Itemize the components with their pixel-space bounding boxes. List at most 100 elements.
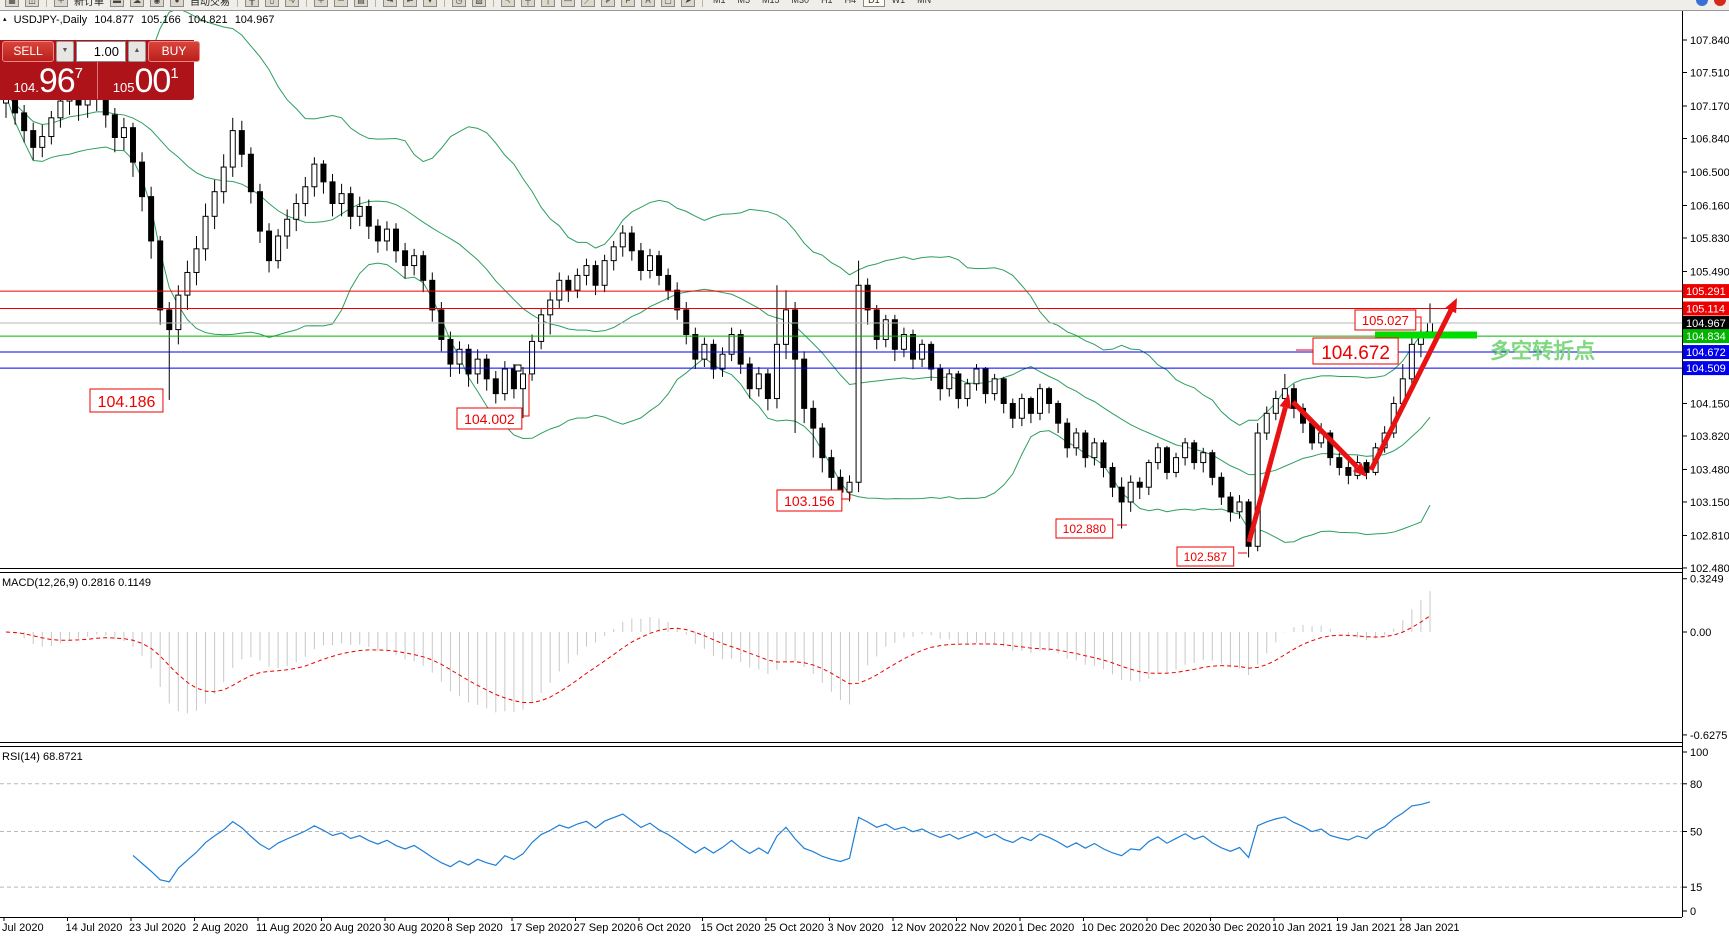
svg-text:3 Nov 2020: 3 Nov 2020 bbox=[828, 922, 884, 934]
chart-window-icon[interactable]: ▦ bbox=[5, 0, 19, 7]
object-marker-icon: ▴ bbox=[3, 16, 7, 23]
timeframe-m1[interactable]: M1 bbox=[713, 0, 726, 5]
svg-text:107.510: 107.510 bbox=[1690, 68, 1729, 80]
svg-text:105.830: 105.830 bbox=[1690, 233, 1729, 245]
volume-input[interactable] bbox=[76, 41, 126, 62]
notifications-icon[interactable] bbox=[1714, 0, 1726, 6]
volume-increase-button[interactable]: ▲ bbox=[128, 41, 146, 62]
price-axis[interactable]: 107.840 107.510 107.170 106.840 106.500 106.1… bbox=[1682, 35, 1729, 918]
svg-text:103.150: 103.150 bbox=[1690, 497, 1729, 509]
svg-text:28 Jan 2021: 28 Jan 2021 bbox=[1399, 922, 1460, 934]
bar-chart-icon[interactable]: ╫ bbox=[245, 0, 259, 7]
timeframe-h1[interactable]: H1 bbox=[821, 0, 833, 5]
svg-text:15 Oct 2020: 15 Oct 2020 bbox=[701, 922, 761, 934]
cursor-icon[interactable]: ↖ bbox=[501, 0, 515, 7]
auto-scroll-icon[interactable]: ⇥ bbox=[383, 0, 397, 7]
svg-text:104.150: 104.150 bbox=[1690, 398, 1729, 410]
gold-icon[interactable]: ▬ bbox=[110, 0, 124, 7]
text-icon[interactable]: A bbox=[641, 0, 655, 7]
svg-text:104.672: 104.672 bbox=[1686, 347, 1726, 359]
price-callouts[interactable]: 104.186 104.002 103.156 102.880 102.587 105.0… bbox=[89, 309, 1422, 567]
trend-arrows[interactable] bbox=[1246, 298, 1457, 543]
zoom-in-icon[interactable]: ＋ bbox=[314, 0, 328, 7]
signals-icon[interactable]: ◉ bbox=[150, 0, 164, 7]
sell-price[interactable]: 104.967 bbox=[0, 62, 97, 99]
one-click-trading-panel: SELL ▼ ▲ BUY 104.967 105001 bbox=[0, 40, 200, 100]
svg-text:100: 100 bbox=[1690, 747, 1708, 759]
cloud-icon[interactable]: ☁ bbox=[130, 0, 144, 7]
svg-text:14 Jul 2020: 14 Jul 2020 bbox=[66, 922, 123, 934]
symbol-period-label: USDJPY-,Daily bbox=[13, 14, 88, 26]
profiles-icon[interactable]: ◫ bbox=[25, 0, 39, 7]
line-chart-icon[interactable]: ∿ bbox=[285, 0, 299, 7]
toolbar-separator bbox=[444, 0, 445, 7]
svg-text:107.840: 107.840 bbox=[1690, 35, 1729, 47]
sell-price-big: 96 bbox=[38, 62, 76, 99]
svg-text:104.002: 104.002 bbox=[464, 411, 515, 427]
candlestick-chart-icon[interactable]: ▯ bbox=[265, 0, 279, 7]
svg-text:30 Aug 2020: 30 Aug 2020 bbox=[383, 922, 445, 934]
autotrading-button[interactable]: ● bbox=[170, 0, 184, 7]
svg-text:20 Dec 2020: 20 Dec 2020 bbox=[1145, 922, 1207, 934]
timeframe-m30[interactable]: M30 bbox=[791, 0, 810, 5]
rsi-pane bbox=[0, 783, 1682, 888]
svg-text:106.840: 106.840 bbox=[1690, 134, 1729, 146]
fibonacci-icon[interactable]: ₣ bbox=[601, 0, 615, 7]
line-handle[interactable] bbox=[514, 364, 522, 372]
note-text[interactable]: 多空转折点 bbox=[1490, 339, 1595, 363]
timeframe-d1[interactable]: D1 bbox=[863, 0, 885, 7]
shapes-icon[interactable]: ▢ bbox=[661, 0, 675, 7]
toolbar-separator bbox=[237, 0, 238, 7]
svg-text:Jul 2020: Jul 2020 bbox=[2, 922, 44, 934]
templates-icon[interactable]: ▧ bbox=[472, 0, 486, 7]
buy-price-big: 00 bbox=[134, 62, 172, 99]
arrows-icon[interactable]: ➤ bbox=[681, 0, 695, 7]
date-axis[interactable]: Jul 2020 14 Jul 2020 23 Jul 2020 2 Aug 2020… bbox=[2, 917, 1460, 934]
svg-text:106.500: 106.500 bbox=[1690, 167, 1729, 179]
toolbar-separator bbox=[702, 0, 703, 7]
trendline-icon[interactable]: ／ bbox=[581, 0, 595, 7]
timeframe-mn[interactable]: MN bbox=[917, 0, 932, 5]
buy-price[interactable]: 105001 bbox=[96, 62, 195, 99]
new-order-button[interactable]: ＋ bbox=[54, 0, 68, 7]
search-icon[interactable] bbox=[1696, 0, 1708, 6]
horizontal-line-icon[interactable]: — bbox=[561, 0, 575, 7]
tile-windows-icon[interactable]: ▤ bbox=[354, 0, 368, 7]
buy-button[interactable]: BUY bbox=[148, 41, 200, 62]
timeframe-m15[interactable]: M15 bbox=[762, 0, 780, 5]
volume-decrease-button[interactable]: ▼ bbox=[56, 41, 74, 62]
indicators-icon[interactable]: ▾ bbox=[423, 0, 437, 7]
buy-price-pip: 1 bbox=[170, 65, 179, 82]
chart-shift-icon[interactable]: ⇤ bbox=[403, 0, 417, 7]
svg-text:102.587: 102.587 bbox=[1184, 550, 1228, 564]
svg-text:80: 80 bbox=[1690, 779, 1702, 791]
zoom-out-icon[interactable]: － bbox=[334, 0, 348, 7]
autotrading-button-label[interactable]: 自动交易 bbox=[190, 0, 230, 8]
sell-price-prefix: 104. bbox=[13, 80, 39, 95]
new-order-button-label[interactable]: 新订单 bbox=[74, 0, 104, 8]
candles-layer bbox=[3, 77, 1433, 558]
timeframe-h4[interactable]: H4 bbox=[844, 0, 857, 5]
timeframe-m5[interactable]: M5 bbox=[737, 0, 751, 5]
svg-text:30 Dec 2020: 30 Dec 2020 bbox=[1209, 922, 1271, 934]
bollinger-bands bbox=[5, 10, 1431, 543]
sell-button[interactable]: SELL bbox=[2, 41, 54, 62]
pane-borders bbox=[0, 10, 1683, 918]
toolbar: ▦ ◫ ＋ 新订单 ▬ ☁ ◉ ● 自动交易 ╫ ▯ ∿ ＋ － ▤ ⇥ ⇤ ▾ ◷ ▧ ↖ ┼ | — ／ ₣ F A ▢ ➤ M1 M5 M… bbox=[0, 0, 1729, 11]
svg-text:12 Nov 2020: 12 Nov 2020 bbox=[891, 922, 953, 934]
crosshair-icon[interactable]: ┼ bbox=[521, 0, 535, 7]
toolbar-separator bbox=[375, 0, 376, 7]
ohlc-high: 105.166 bbox=[141, 14, 181, 26]
timeframe-w1[interactable]: W1 bbox=[891, 0, 906, 5]
macd-label: MACD(12,26,9) 0.2816 0.1149 bbox=[2, 577, 151, 589]
channel-icon[interactable]: F bbox=[621, 0, 635, 7]
vertical-line-icon[interactable]: | bbox=[541, 0, 555, 7]
svg-text:106.160: 106.160 bbox=[1690, 200, 1729, 212]
toolbar-separator bbox=[46, 0, 47, 7]
svg-text:0.3249: 0.3249 bbox=[1690, 574, 1724, 586]
periods-icon[interactable]: ◷ bbox=[452, 0, 466, 7]
svg-text:105.291: 105.291 bbox=[1686, 286, 1726, 298]
